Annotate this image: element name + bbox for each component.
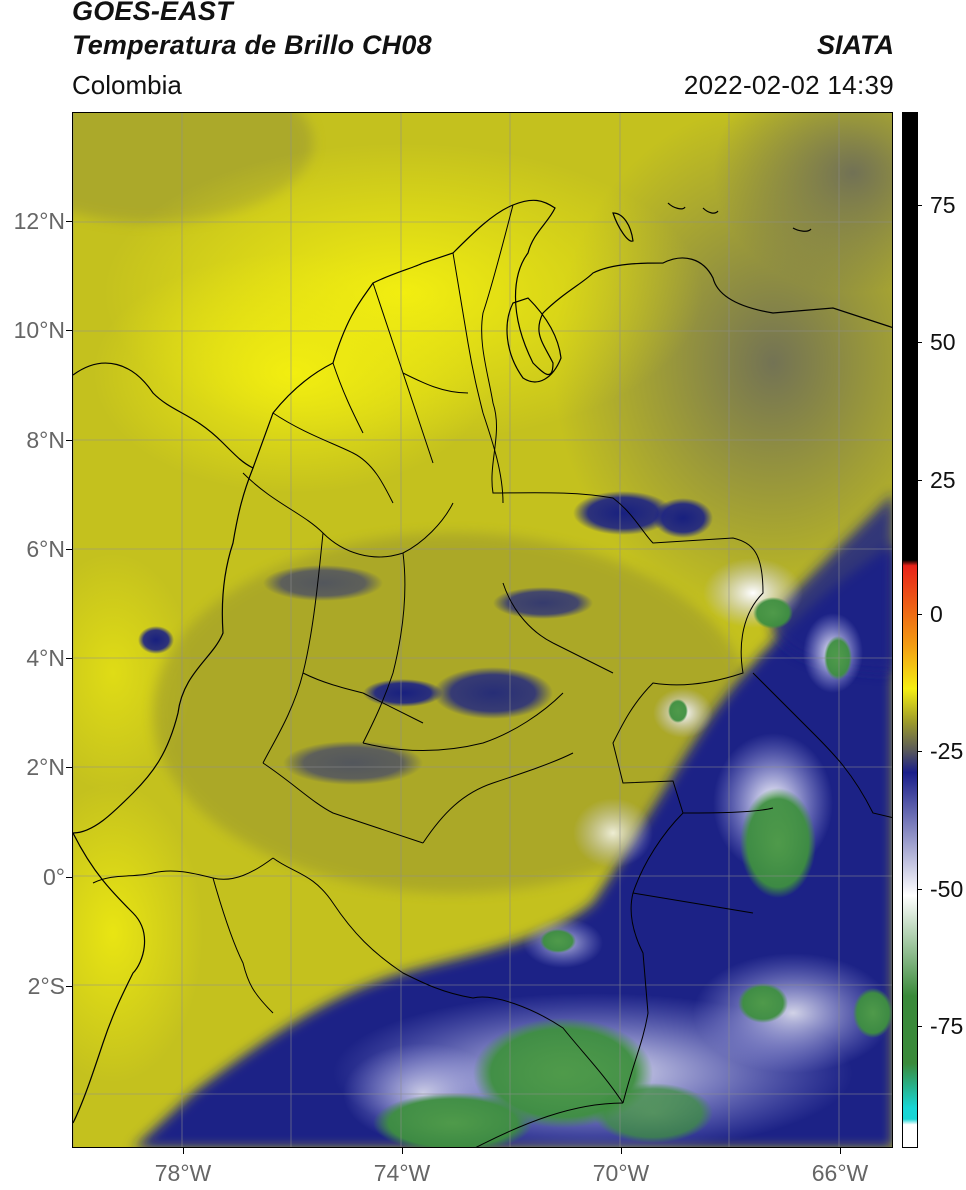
- coastlines: [73, 199, 892, 1124]
- colorbar-label-0: 0: [930, 601, 943, 627]
- map-image: [73, 113, 892, 1147]
- lat-label-0: 0°: [43, 864, 65, 890]
- lon-tick: [840, 1148, 842, 1154]
- colorbar-label-minus25: -25: [930, 738, 964, 764]
- borders: [92, 204, 892, 1147]
- datetime-label: 2022-02-02 14:39: [683, 70, 894, 100]
- gridlines: [73, 113, 892, 1147]
- lon-label-66w: 66°W: [811, 1160, 869, 1186]
- colorbar-tick: [917, 751, 922, 753]
- lat-tick: [66, 221, 72, 223]
- lon-label-70w: 70°W: [592, 1160, 650, 1186]
- lat-label-10n: 10°N: [13, 317, 65, 343]
- product-title: Temperatura de Brillo CH08: [72, 30, 432, 60]
- colorbar-label-75: 75: [930, 192, 956, 218]
- lon-label-78w: 78°W: [154, 1160, 212, 1186]
- lat-tick: [66, 986, 72, 988]
- satellite-title: GOES-EAST: [72, 0, 233, 26]
- lat-label-4n: 4°N: [26, 645, 65, 671]
- colorbar-tick: [917, 614, 922, 616]
- lon-tick: [402, 1148, 404, 1154]
- lat-tick: [66, 440, 72, 442]
- colorbar-label-minus50: -50: [930, 876, 964, 902]
- lat-label-2s: 2°S: [27, 973, 65, 999]
- colorbar-label-25: 25: [930, 467, 956, 493]
- colorbar-label-minus75: -75: [930, 1013, 964, 1039]
- colorbar-label-50: 50: [930, 329, 956, 355]
- lat-label-12n: 12°N: [13, 208, 65, 234]
- colorbar-tick: [917, 205, 922, 207]
- satellite-map: [72, 112, 893, 1148]
- lat-label-6n: 6°N: [26, 536, 65, 562]
- lat-tick: [66, 767, 72, 769]
- lat-tick: [66, 658, 72, 660]
- colorbar-tick: [917, 342, 922, 344]
- lat-label-2n: 2°N: [26, 754, 65, 780]
- colorbar-tick: [917, 1026, 922, 1028]
- lat-tick: [66, 549, 72, 551]
- organization-label: SIATA: [817, 30, 894, 60]
- region-label: Colombia: [72, 70, 182, 100]
- lat-tick: [66, 330, 72, 332]
- lon-tick: [183, 1148, 185, 1154]
- lat-label-8n: 8°N: [26, 427, 65, 453]
- colorbar: [902, 112, 918, 1148]
- colorbar-tick: [917, 480, 922, 482]
- colorbar-tick: [917, 889, 922, 891]
- lat-tick: [66, 877, 72, 879]
- lon-label-74w: 74°W: [373, 1160, 431, 1186]
- lon-tick: [621, 1148, 623, 1154]
